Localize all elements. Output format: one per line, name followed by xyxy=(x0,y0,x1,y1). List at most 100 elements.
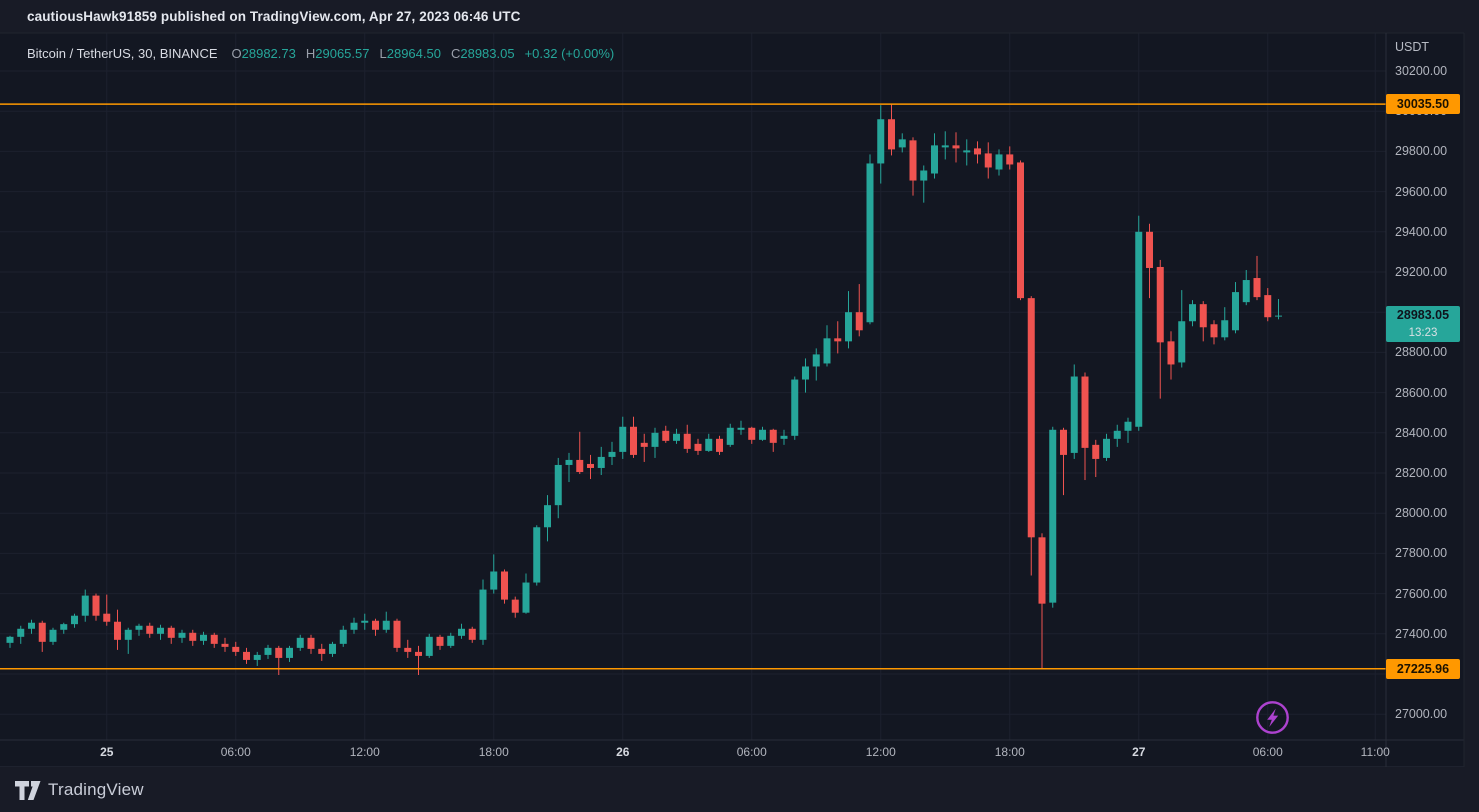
candle xyxy=(468,628,476,640)
candle xyxy=(630,426,637,455)
time-tick-label: 06:00 xyxy=(736,745,767,759)
candle xyxy=(436,636,444,646)
time-tick-label: 11:00 xyxy=(1360,745,1390,759)
time-tick-label: 06:00 xyxy=(220,745,251,759)
candle xyxy=(845,312,852,342)
candle xyxy=(189,632,197,641)
price-tick-label: 29800.00 xyxy=(1395,144,1448,159)
time-tick-label: 26 xyxy=(616,745,630,759)
candle xyxy=(662,430,670,441)
quote-currency-label: USDT xyxy=(1395,40,1430,54)
level-price-badge-low: 27225.96 xyxy=(1386,658,1460,679)
candle xyxy=(812,354,820,367)
candle xyxy=(1242,280,1250,303)
candle xyxy=(28,622,35,629)
candle xyxy=(683,433,691,449)
price-tick-label: 28200.00 xyxy=(1395,466,1448,480)
candle xyxy=(447,635,455,646)
candle xyxy=(339,629,347,644)
candle xyxy=(38,622,46,642)
ohlc-open: O28982.73 xyxy=(231,45,296,61)
candle xyxy=(544,505,551,528)
candle xyxy=(705,438,713,451)
time-tick-label: 27 xyxy=(1132,745,1146,759)
time-tick-label: 18:00 xyxy=(478,745,509,759)
candle xyxy=(167,627,175,638)
candle xyxy=(200,634,207,641)
candle xyxy=(1006,154,1014,165)
candle xyxy=(963,150,971,153)
attribution-text: cautiousHawk91859 published on TradingVi… xyxy=(27,9,521,24)
flash-icon[interactable] xyxy=(1253,698,1293,738)
candle xyxy=(81,595,89,616)
candle xyxy=(157,627,164,634)
symbol-title: Bitcoin / TetherUS, 30, BINANCE xyxy=(27,45,218,61)
candle xyxy=(361,620,369,623)
ohlc-low: L28964.50 xyxy=(379,45,441,61)
candle xyxy=(1178,321,1186,363)
price-tick-label: 29400.00 xyxy=(1395,224,1448,239)
candle xyxy=(210,634,218,644)
tradingview-brand-text[interactable]: TradingView xyxy=(48,779,144,799)
candle xyxy=(1038,537,1046,604)
candle xyxy=(608,451,616,457)
candle xyxy=(995,154,1003,170)
candle xyxy=(834,338,842,342)
time-tick-label: 12:00 xyxy=(349,745,380,759)
candle xyxy=(673,433,680,441)
candle xyxy=(264,647,272,655)
price-tick-label: 28000.00 xyxy=(1395,506,1448,521)
candle xyxy=(909,140,917,181)
candle xyxy=(974,148,981,155)
candle xyxy=(232,646,240,652)
price-tick-label: 30200.00 xyxy=(1395,64,1448,78)
candle xyxy=(372,620,379,630)
candle xyxy=(898,139,906,148)
ohlc-close: C28983.05 xyxy=(450,45,515,61)
candle xyxy=(748,427,756,440)
candle xyxy=(759,429,766,440)
candle xyxy=(1146,231,1153,268)
candle xyxy=(1124,421,1132,431)
candle xyxy=(511,599,519,613)
candle xyxy=(415,651,422,656)
candle xyxy=(1264,295,1272,318)
candle xyxy=(307,637,315,649)
candle xyxy=(802,366,809,380)
ohlc-high: H29065.57 xyxy=(305,45,370,61)
candle xyxy=(931,145,938,174)
level-price-badge-high: 30035.50 xyxy=(1386,94,1460,115)
candle xyxy=(479,589,487,640)
candle xyxy=(221,643,229,647)
candle xyxy=(146,625,154,634)
chart-pane[interactable] xyxy=(0,33,1464,767)
candle xyxy=(576,459,584,472)
time-tick-label: 25 xyxy=(100,745,114,759)
candle xyxy=(275,647,283,658)
current-price-badge: 28983.05 13:23 xyxy=(1386,305,1460,342)
candle xyxy=(1027,298,1035,538)
candle xyxy=(522,582,530,613)
candle xyxy=(984,153,992,168)
tradingview-logo-icon[interactable] xyxy=(15,781,41,801)
candle xyxy=(1189,304,1196,322)
candle xyxy=(640,442,648,447)
price-tick-label: 27800.00 xyxy=(1395,546,1448,561)
candle xyxy=(103,613,111,622)
candle xyxy=(769,429,777,443)
right-margin xyxy=(1464,33,1479,767)
candle xyxy=(71,615,78,625)
candle xyxy=(1210,324,1218,338)
candle xyxy=(1060,429,1067,455)
candle xyxy=(318,648,326,654)
candle xyxy=(1156,266,1164,343)
candle xyxy=(533,527,541,583)
candle xyxy=(1049,429,1057,603)
candle xyxy=(243,651,250,660)
candle xyxy=(1253,278,1261,298)
price-change: +0.32 (+0.00%) xyxy=(524,45,615,61)
time-tick-label: 18:00 xyxy=(994,745,1025,759)
symbol-legend[interactable]: Bitcoin / TetherUS, 30, BINANCE O28982.7… xyxy=(27,40,614,66)
candle xyxy=(253,654,261,660)
